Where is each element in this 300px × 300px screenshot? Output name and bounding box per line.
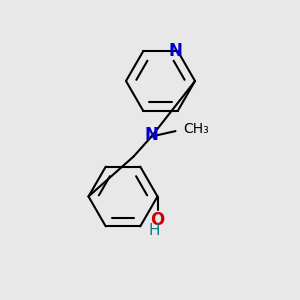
Text: O: O: [150, 211, 165, 229]
Text: H: H: [148, 223, 160, 238]
Text: N: N: [168, 42, 182, 60]
Text: N: N: [145, 126, 158, 144]
Text: CH₃: CH₃: [183, 122, 208, 136]
